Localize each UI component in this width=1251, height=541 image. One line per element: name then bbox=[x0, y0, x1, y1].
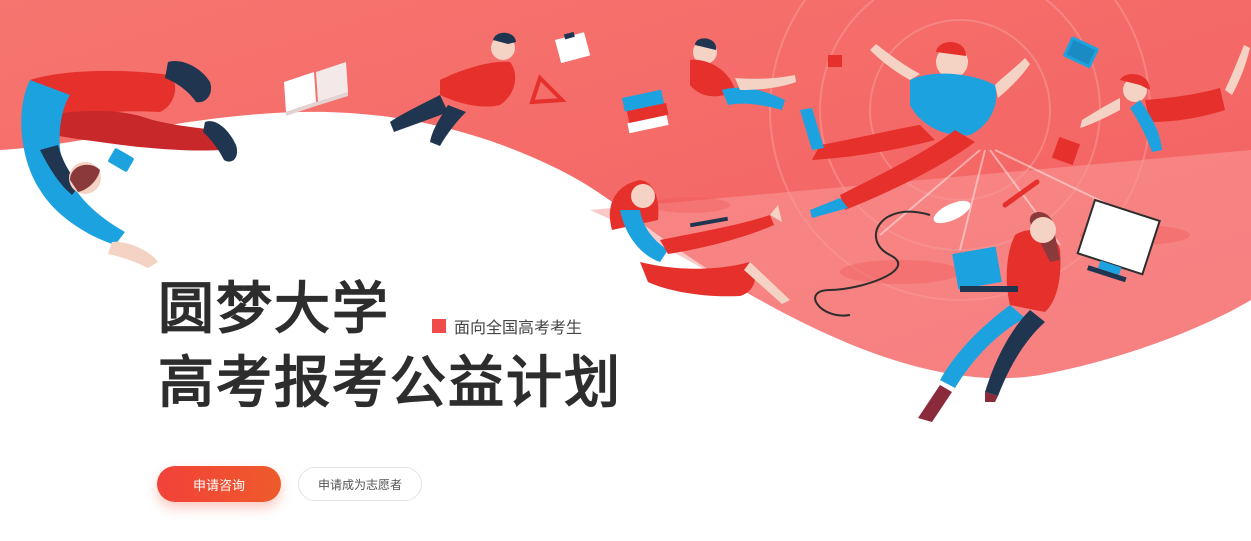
figure-diving bbox=[21, 60, 238, 268]
mouse-cable bbox=[814, 210, 931, 317]
floor-panel bbox=[590, 150, 1251, 379]
tablet-device bbox=[1063, 36, 1099, 68]
monitor bbox=[1076, 198, 1161, 283]
figure-jumping bbox=[800, 41, 1030, 218]
book-stack bbox=[622, 89, 669, 134]
hero-title-line2: 高考报考公益计划 bbox=[158, 351, 622, 416]
figure-flying-right bbox=[1080, 45, 1250, 152]
pen bbox=[1002, 179, 1040, 208]
audience-tagline: 面向全国高考考生 bbox=[432, 314, 582, 338]
hero-title-block: 圆梦大学 高考报考公益计划 bbox=[158, 276, 622, 418]
computer-mouse bbox=[933, 200, 971, 224]
tagline-square-icon bbox=[432, 319, 446, 333]
small-cube bbox=[828, 55, 842, 67]
clipboard bbox=[555, 31, 591, 64]
figure-relaxing bbox=[390, 32, 516, 146]
figure-flying-small bbox=[690, 38, 796, 110]
figure-with-laptop bbox=[609, 180, 790, 304]
apply-consultation-button[interactable]: 申请咨询 bbox=[157, 466, 281, 502]
tagline-text: 面向全国高考考生 bbox=[454, 318, 583, 337]
open-book bbox=[284, 62, 348, 116]
figure-sitting-laptop bbox=[918, 211, 1061, 422]
hero-title-line1: 圆梦大学 bbox=[158, 277, 390, 342]
ruler-triangle bbox=[529, 74, 567, 105]
apply-volunteer-button[interactable]: 申请成为志愿者 bbox=[298, 467, 422, 501]
red-cube bbox=[1051, 136, 1081, 166]
